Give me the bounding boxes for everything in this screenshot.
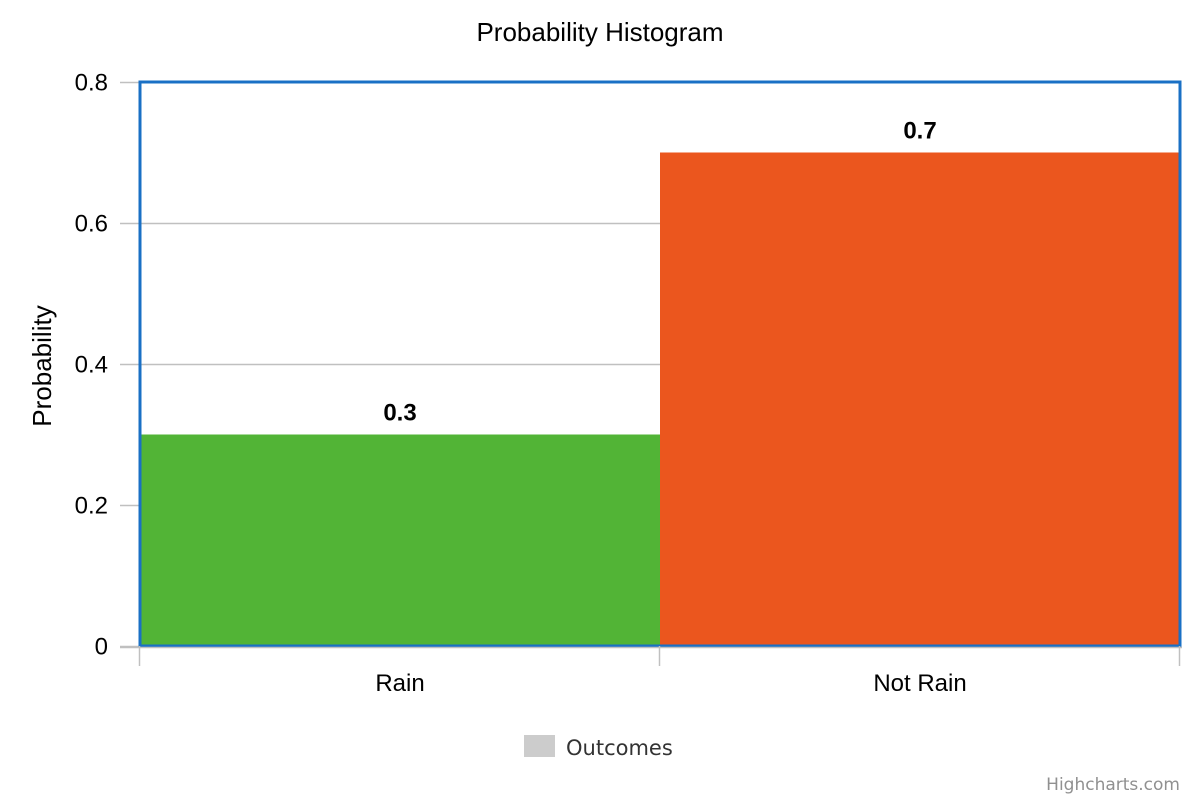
bar-rain[interactable]: [140, 434, 660, 647]
data-label: 0.7: [903, 118, 936, 145]
y-tick-label: 0: [95, 634, 108, 661]
legend-swatch[interactable]: [524, 735, 555, 757]
y-tick-label: 0.2: [75, 493, 108, 520]
x-tick-label: Not Rain: [873, 670, 966, 697]
bar-not-rain[interactable]: [660, 152, 1180, 647]
legend-label[interactable]: Outcomes: [566, 736, 673, 760]
data-labels: 0.3 0.7: [383, 118, 936, 427]
x-axis: [120, 646, 1182, 666]
y-tick-label: 0.8: [75, 70, 108, 97]
x-axis-tick-labels: Rain Not Rain: [375, 670, 966, 697]
y-axis-title: Probability: [27, 305, 57, 426]
chart-title: Probability Histogram: [476, 17, 723, 47]
data-label: 0.3: [383, 400, 416, 427]
legend-item-outcomes[interactable]: Outcomes: [524, 735, 673, 760]
y-tick-label: 0.6: [75, 211, 108, 238]
x-tick-label: Rain: [375, 670, 424, 697]
credits-link[interactable]: Highcharts.com: [1046, 775, 1180, 795]
y-axis-tick-labels: 0 0.2 0.4 0.6 0.8: [75, 70, 108, 661]
y-tick-label: 0.4: [75, 352, 108, 379]
bar-series: [140, 152, 1180, 647]
